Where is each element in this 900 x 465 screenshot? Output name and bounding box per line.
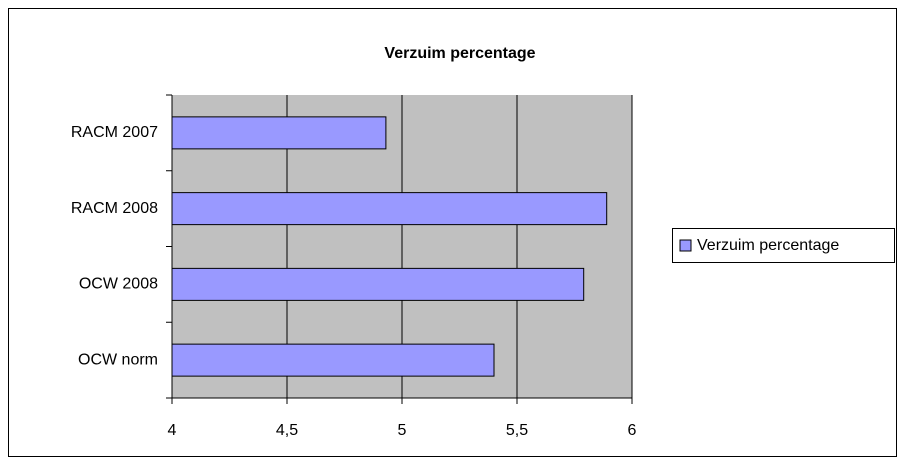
y-tick-label: OCW norm bbox=[78, 351, 158, 368]
y-tick-label: RACM 2008 bbox=[71, 200, 158, 217]
y-tick-label: OCW 2008 bbox=[79, 276, 158, 293]
legend-label: Verzuim percentage bbox=[697, 237, 839, 254]
bar bbox=[171, 343, 495, 377]
bar bbox=[171, 267, 585, 301]
bar bbox=[171, 192, 608, 226]
x-tick-label: 4 bbox=[168, 422, 177, 439]
x-tick-label: 5,5 bbox=[506, 422, 528, 439]
x-tick-label: 4,5 bbox=[276, 422, 298, 439]
chart-title: Verzuim percentage bbox=[384, 45, 535, 62]
legend-swatch bbox=[679, 239, 692, 252]
x-tick-label: 5 bbox=[398, 422, 407, 439]
y-tick-label: RACM 2007 bbox=[71, 124, 158, 141]
legend-box bbox=[672, 228, 895, 263]
x-tick-label: 6 bbox=[628, 422, 637, 439]
bar bbox=[171, 116, 387, 150]
